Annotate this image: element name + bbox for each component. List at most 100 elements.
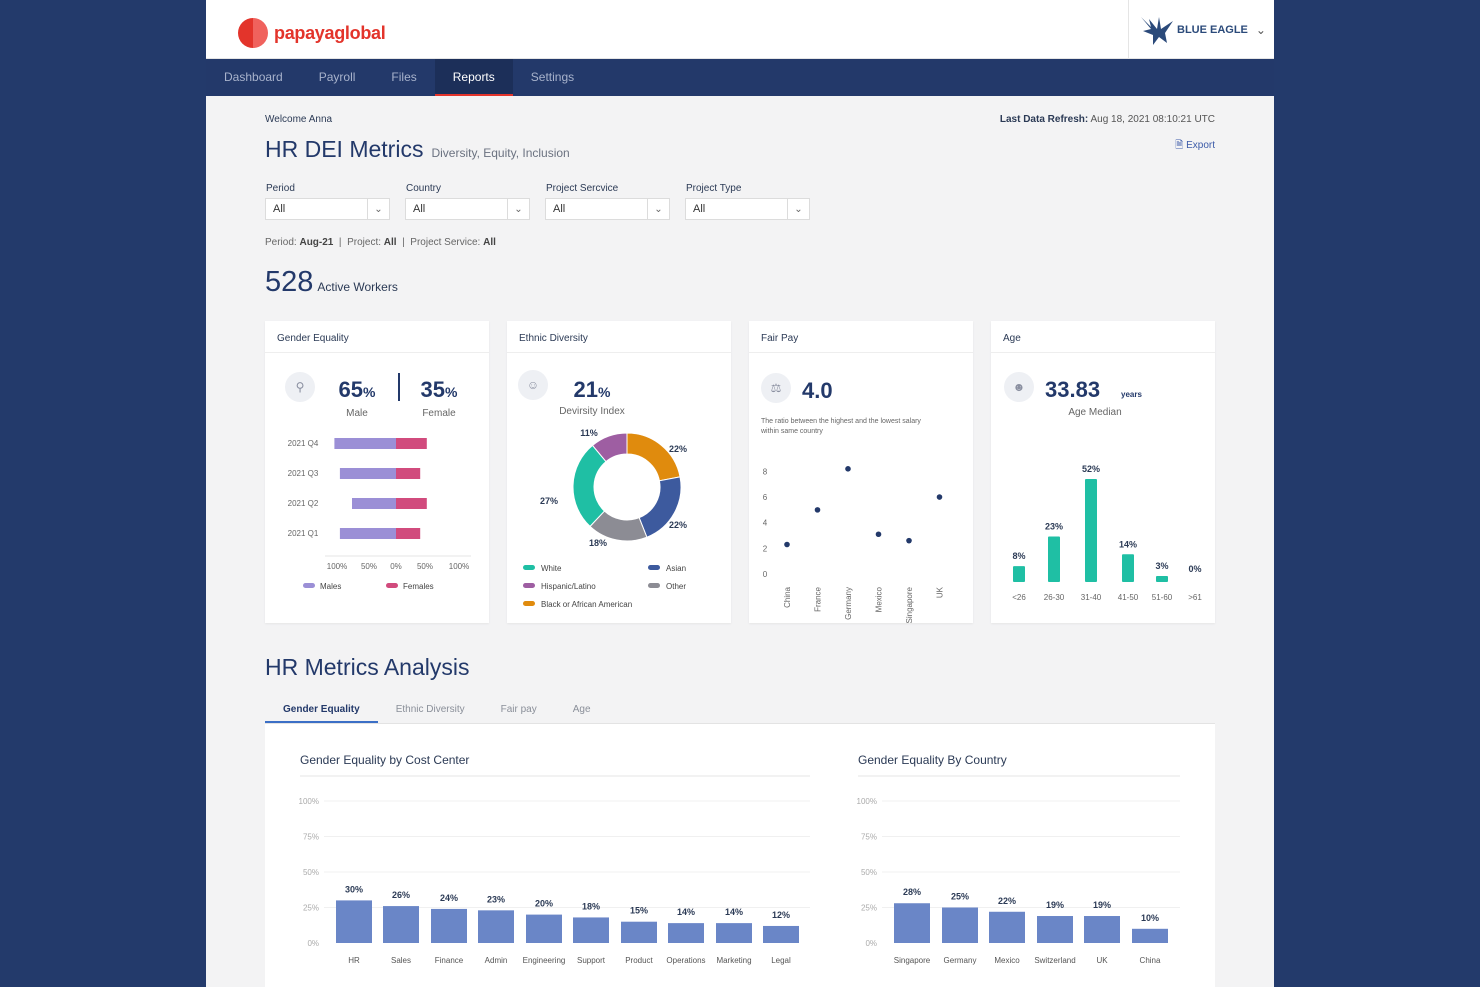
scatter-point [875,531,882,538]
chevron-down-icon: ⌄ [507,199,529,219]
legend-swatch [523,565,535,570]
summary-project-value: All [383,237,397,248]
y-tick: 75% [861,833,877,842]
fair-pay-card[interactable]: Fair Pay ⚖ 4.0 The ratio between the highe… [749,321,973,623]
x-tick: 50% [361,562,377,571]
app-window: papayaglobal BLUE EAGLE ⌄ Dashboard Payr… [206,0,1274,987]
filter-value: All [273,203,286,215]
company-selector[interactable]: BLUE EAGLE ⌄ [1128,0,1274,59]
x-tick: Support [577,956,606,965]
female-bar [396,528,421,539]
company-name: BLUE EAGLE [1177,23,1248,36]
gender-equality-chart: ⚲ 65% 35% Male Female 2021 Q4 2021 Q3 2021 Q2 20… [285,372,471,591]
y-tick: 50% [303,868,319,877]
export-button[interactable]: 🗎 Export [1175,138,1215,155]
fair-pay-value: 4.0 [802,378,833,403]
project-service-select[interactable]: All ⌄ [545,198,670,220]
fair-pay-desc: within same country [760,428,823,435]
nav-settings[interactable]: Settings [530,70,575,84]
fair-pay-desc: The ratio between the highest and the lo… [761,418,921,425]
nav-payroll[interactable]: Payroll [318,70,356,84]
page-title: HR DEI Metrics Diversity, Equity, Inclusi… [265,136,570,163]
male-pct: 65% [339,377,376,402]
chevron-down-icon: ⌄ [647,199,669,219]
bar-value: 24% [440,893,458,903]
tab-age[interactable]: Age [572,704,591,715]
filter-label: Period [266,183,295,194]
card-title: Fair Pay [749,321,973,353]
bar-value: 12% [772,910,790,920]
age-card[interactable]: Age ☻ 33.83 years Age Median 8% <26 23% 26-30 52… [991,321,1215,623]
tab-gender-equality[interactable]: Gender Equality [265,696,378,723]
bar [716,923,752,943]
x-tick: Switzerland [1034,956,1075,965]
scatter-point [814,507,821,513]
bar [431,908,467,943]
tab-fair-pay[interactable]: Fair pay [500,704,537,715]
card-title: Gender Equality [265,321,489,353]
x-tick: 50% [417,562,433,571]
bar [478,910,514,943]
age-bar [1048,536,1060,582]
nav-files[interactable]: Files [391,70,417,84]
x-tick: Engineering [523,956,566,965]
x-tick: Marketing [716,956,751,965]
nav-reports[interactable]: Reports [434,59,513,96]
x-tick: 31-40 [1081,593,1102,602]
gender-equality-card[interactable]: Gender Equality ⚲ 65% 35% Male Female 2021 Q4… [265,321,489,623]
quarter-label: 2021 Q4 [288,439,319,448]
bar [621,921,657,943]
female-bar [396,468,421,479]
analysis-tabs: Gender Equality Ethnic Diversity Fair pa… [265,696,1215,724]
x-tick: 51-60 [1152,593,1173,602]
x-tick: 100% [327,562,347,571]
quarter-label: 2021 Q1 [288,529,319,538]
welcome-text: Welcome Anna [265,114,333,125]
x-tick: Admin [485,956,508,965]
legend-males: Males [320,582,341,591]
bar [1132,928,1168,943]
fair-pay-chart: ⚖ 4.0 The ratio between the highest and th… [760,373,945,623]
filter-value: All [693,203,706,215]
y-tick: 0% [307,939,319,948]
bar-value: 14% [725,907,743,917]
period-select[interactable]: All ⌄ [265,198,390,220]
x-tick: Legal [771,956,791,965]
age-bar [1013,566,1025,582]
active-workers-count: 528 [265,266,314,298]
x-tick: 0% [390,562,402,571]
x-tick: Mexico [994,956,1020,965]
age-bar [1085,479,1097,582]
legend-swatch [648,565,660,570]
tab-ethnic-diversity[interactable]: Ethnic Diversity [395,704,465,715]
filter-summary: Period: Aug-21 | Project: All | Project … [265,237,496,248]
y-tick: 2 [763,544,768,553]
summary-service-value: All [483,237,496,248]
project-type-select[interactable]: All ⌄ [685,198,810,220]
bar [989,911,1025,943]
export-icon: 🗎 [1175,140,1184,151]
bar-value: 26% [392,890,410,900]
slice-label: 22% [669,520,687,530]
age-group-icon-glyph: ☻ [1013,380,1026,394]
diversity-value: 21% [574,377,611,402]
legend-swatch [523,601,535,606]
x-tick: France [814,586,823,611]
x-tick: UK [936,586,945,598]
filter-project-type: Project Type All ⌄ [685,183,810,220]
age-bar [1122,554,1134,582]
bar-value: 3% [1155,561,1168,571]
summary-project-label: Project: [347,237,381,248]
section-title: HR Metrics Analysis [265,654,470,680]
female-pct: 35% [421,377,458,402]
ethnic-diversity-card[interactable]: Ethnic Diversity ☺ 21% Devirsity Index 22% 2… [507,321,731,623]
summary-period-value: Aug-21 [299,237,334,248]
nav-dashboard[interactable]: Dashboard [224,70,283,84]
filter-label: Project Sercvice [546,183,619,194]
brand-logo[interactable]: papayaglobal [238,18,386,48]
summary-period-label: Period: [265,237,297,248]
y-tick: 100% [299,797,319,806]
x-tick: Sales [391,956,411,965]
country-select[interactable]: All ⌄ [405,198,530,220]
